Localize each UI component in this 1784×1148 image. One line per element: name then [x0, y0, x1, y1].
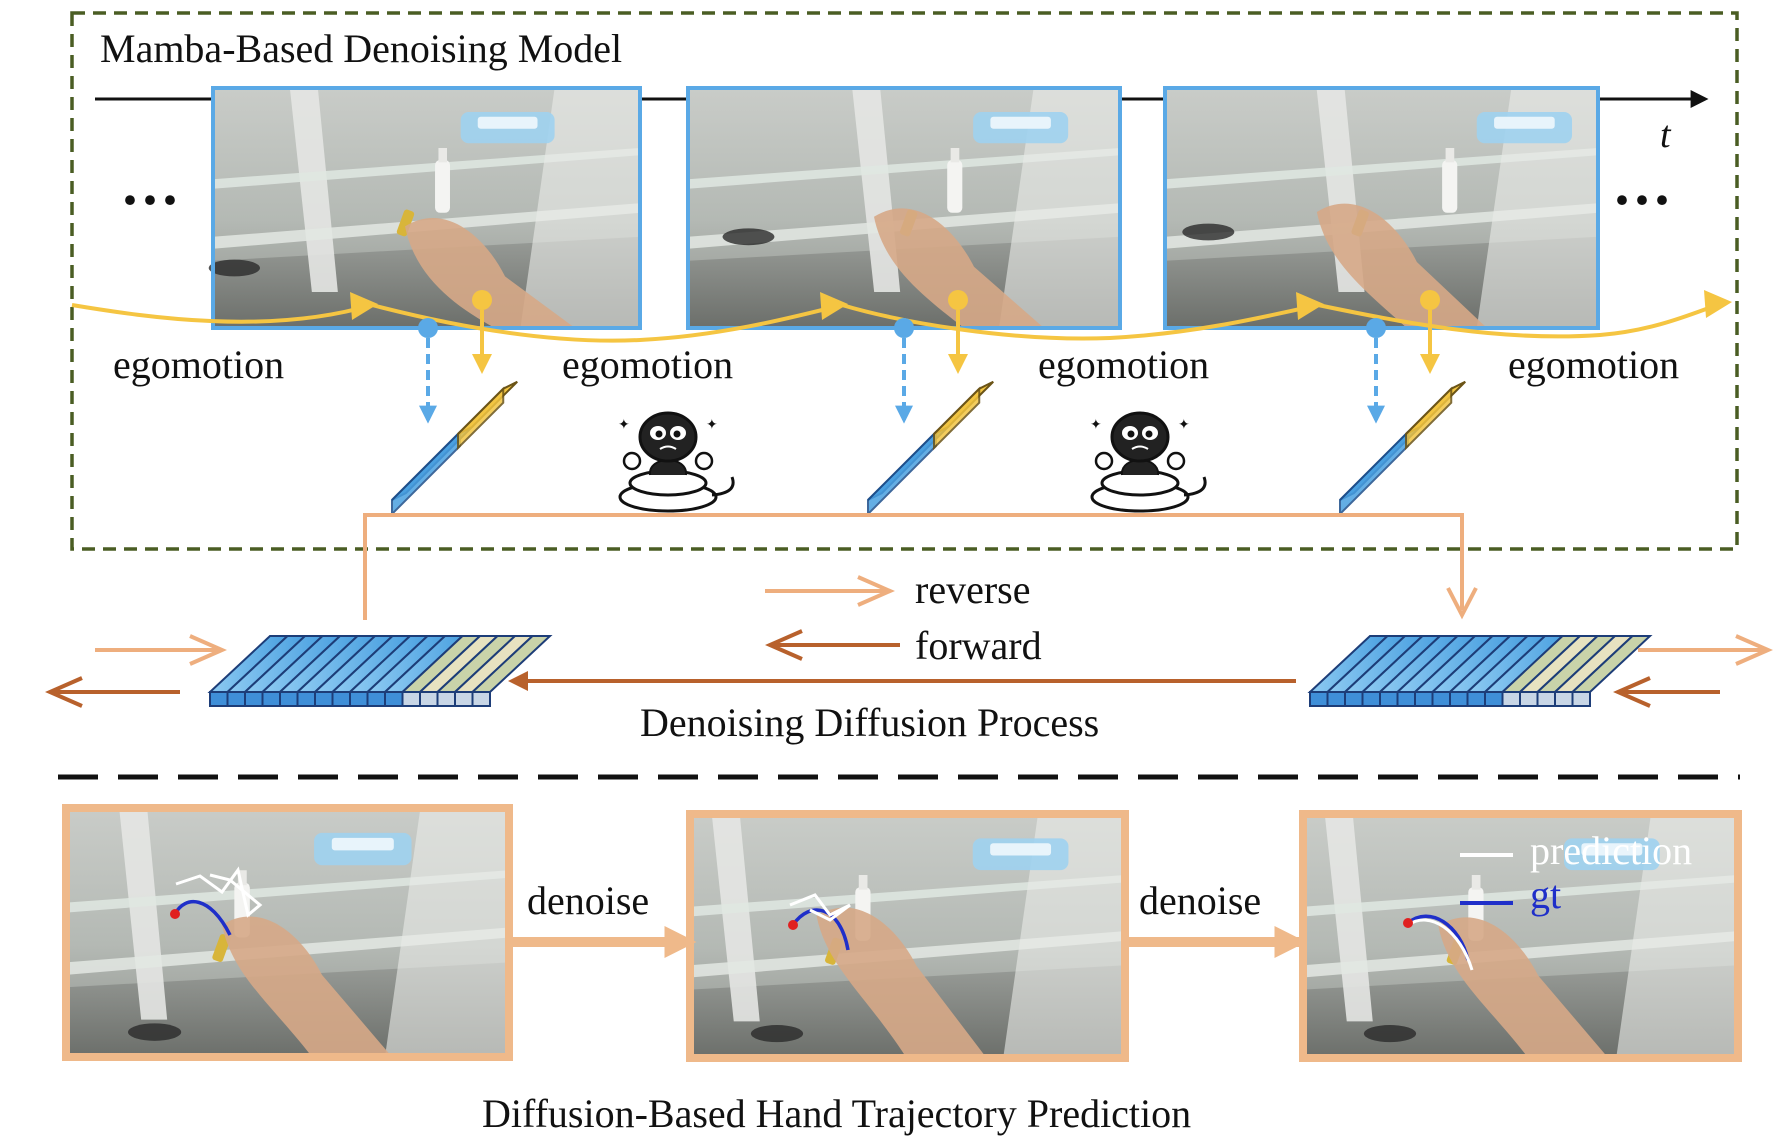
- trajectory-legend: prediction gt: [1460, 828, 1692, 917]
- tissue-box-icon: [1564, 838, 1660, 871]
- model-title: Mamba-Based Denoising Model: [100, 26, 622, 71]
- token-strip: [207, 635, 553, 707]
- gt-trajectory: [791, 908, 850, 951]
- trajectory-start-marker: [1403, 918, 1413, 928]
- frame-token: [391, 290, 518, 517]
- hand-icon: [1438, 917, 1609, 1058]
- trajectory-start-marker: [788, 920, 798, 930]
- tissue-box-icon: [460, 112, 555, 144]
- snake-mascot-icon: ✦ ✦: [618, 411, 735, 513]
- ellipsis-right: ···: [1612, 167, 1672, 233]
- trajectory-start-marker: [170, 909, 180, 919]
- hand-icon: [222, 916, 393, 1057]
- process-title: Denoising Diffusion Process: [640, 700, 1099, 745]
- bottle-icon: [435, 148, 450, 213]
- predicted-trajectory: [789, 893, 851, 922]
- egomotion-label: egomotion: [1038, 342, 1209, 387]
- trajectory-frame: [62, 804, 513, 1061]
- egomotion-label: egomotion: [113, 342, 284, 387]
- svg-text:✦: ✦: [706, 417, 718, 433]
- video-frame: [208, 86, 642, 330]
- bottle-icon: [947, 148, 963, 213]
- left-side-arrows: [45, 634, 227, 708]
- frame-token: [867, 290, 994, 517]
- video-frame: [1163, 86, 1600, 330]
- right-side-arrows: [1613, 634, 1773, 708]
- hand-icon: [816, 907, 987, 1058]
- process-legend: reverse forward: [765, 567, 1042, 668]
- video-frame: [686, 86, 1122, 330]
- time-axis-label: t: [1660, 114, 1672, 156]
- trajectory-frame: [1299, 810, 1742, 1062]
- hand-icon: [874, 208, 1044, 328]
- legend-prediction-label: prediction: [1530, 828, 1692, 873]
- legend-reverse-label: reverse: [915, 567, 1030, 612]
- hand-icon: [1316, 203, 1487, 328]
- egomotion-arrowhead: [350, 292, 378, 320]
- tissue-box-icon: [314, 832, 412, 866]
- snake-mascot-icon: ✦ ✦: [1090, 411, 1207, 513]
- denoise-label: denoise: [527, 878, 649, 923]
- denoise-label: denoise: [1139, 878, 1261, 923]
- frame-token: [1339, 290, 1466, 517]
- egomotion-label: egomotion: [562, 342, 733, 387]
- gt-trajectory: [173, 899, 232, 936]
- svg-text:✦: ✦: [1090, 417, 1102, 433]
- egomotion-arrowhead: [820, 292, 848, 320]
- legend-gt-label: gt: [1530, 872, 1561, 917]
- model-output-connector: [363, 513, 1464, 620]
- bottle-icon: [1442, 148, 1458, 213]
- egomotion-label: egomotion: [1508, 342, 1679, 387]
- model-region-border: [70, 11, 1739, 551]
- svg-text:✦: ✦: [1178, 417, 1190, 433]
- predicted-trajectory: [1407, 918, 1474, 971]
- svg-text:✦: ✦: [618, 417, 630, 433]
- connector-open-arrowhead: [1446, 587, 1478, 620]
- tissue-box-icon: [1476, 112, 1573, 144]
- tissue-box-icon: [972, 838, 1069, 871]
- prediction-title: Diffusion-Based Hand Trajectory Predicti…: [482, 1091, 1191, 1136]
- egomotion-arrowhead: [1704, 290, 1732, 318]
- trajectory-frame: [686, 810, 1129, 1062]
- legend-forward-label: forward: [915, 623, 1042, 668]
- tissue-box-icon: [973, 112, 1069, 144]
- egomotion-arrowhead: [1296, 292, 1324, 320]
- token-strip: [1307, 635, 1653, 707]
- hand-icon: [405, 218, 576, 328]
- predicted-trajectory: [175, 866, 263, 918]
- ellipsis-left: ···: [120, 167, 180, 233]
